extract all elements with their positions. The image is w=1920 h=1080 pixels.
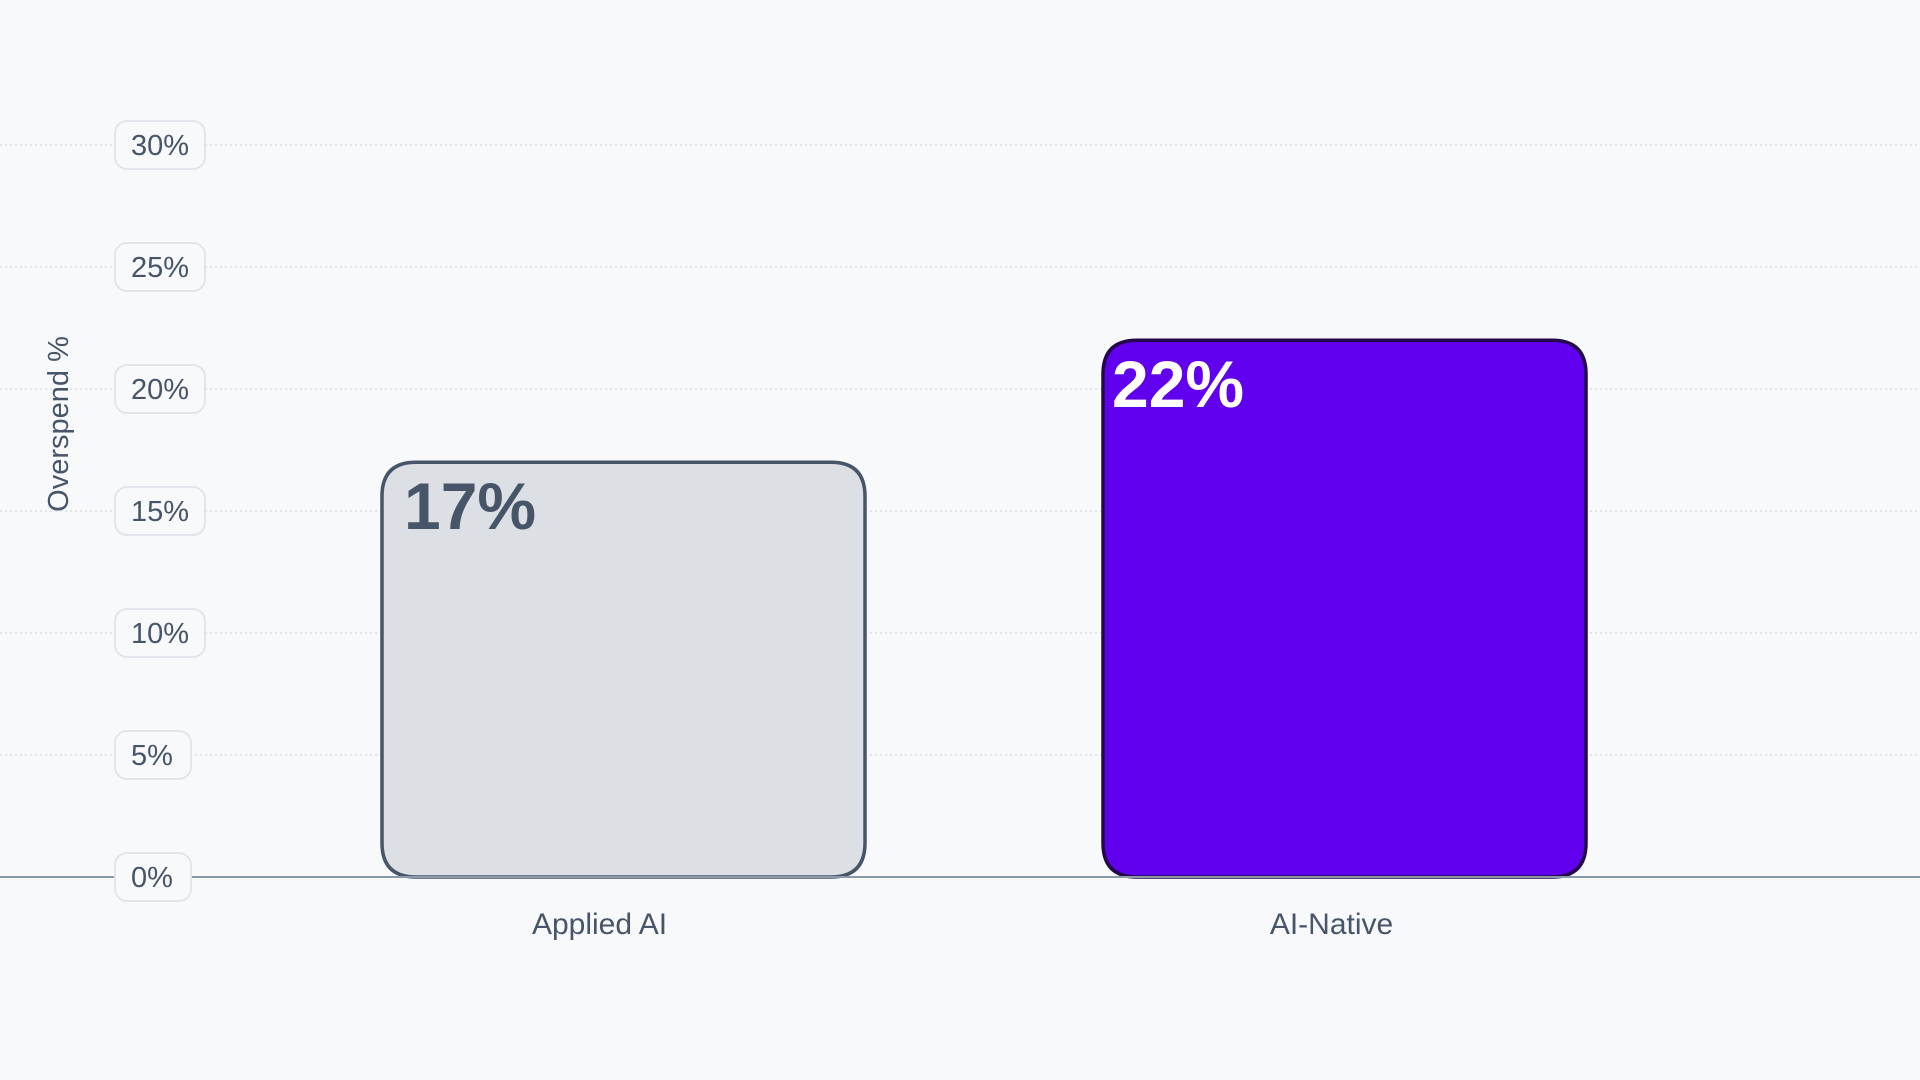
y-tick-15: 15% (114, 486, 206, 536)
y-tick-badge (114, 364, 206, 414)
y-axis-label: Overspend % (43, 336, 75, 512)
y-tick-badge (114, 242, 206, 292)
y-tick-20: 20% (114, 364, 206, 414)
y-axis-ticks: 0% 5% 10% 15% 20% 25% 30% (114, 120, 206, 902)
y-tick-5: 5% (114, 730, 192, 780)
y-tick-30: 30% (114, 120, 206, 170)
gridlines (0, 144, 1920, 756)
y-tick-label: 20% (131, 374, 189, 406)
y-tick-label: 5% (131, 740, 173, 772)
y-tick-label: 0% (131, 862, 173, 894)
y-tick-0: 0% (114, 852, 192, 902)
y-tick-badge (114, 852, 192, 902)
bars (380, 338, 1588, 879)
bar-value-label: 17% (404, 469, 536, 543)
bar-ai-native (1101, 338, 1588, 879)
bar-applied-ai (380, 460, 867, 879)
y-tick-badge (114, 730, 192, 780)
y-tick-label: 25% (131, 252, 189, 284)
bar-value-label: 22% (1112, 347, 1244, 421)
y-tick-label: 10% (131, 618, 189, 650)
x-tick-label: AI-Native (1270, 908, 1393, 941)
labels: 17% Applied AI 22% AI-Native (404, 347, 1393, 941)
y-tick-badge (114, 120, 206, 170)
y-tick-badge (114, 608, 206, 658)
y-tick-badge (114, 486, 206, 536)
y-tick-10: 10% (114, 608, 206, 658)
y-tick-label: 15% (131, 496, 189, 528)
x-tick-label: Applied AI (532, 908, 667, 941)
y-tick-25: 25% (114, 242, 206, 292)
y-tick-label: 30% (131, 130, 189, 162)
